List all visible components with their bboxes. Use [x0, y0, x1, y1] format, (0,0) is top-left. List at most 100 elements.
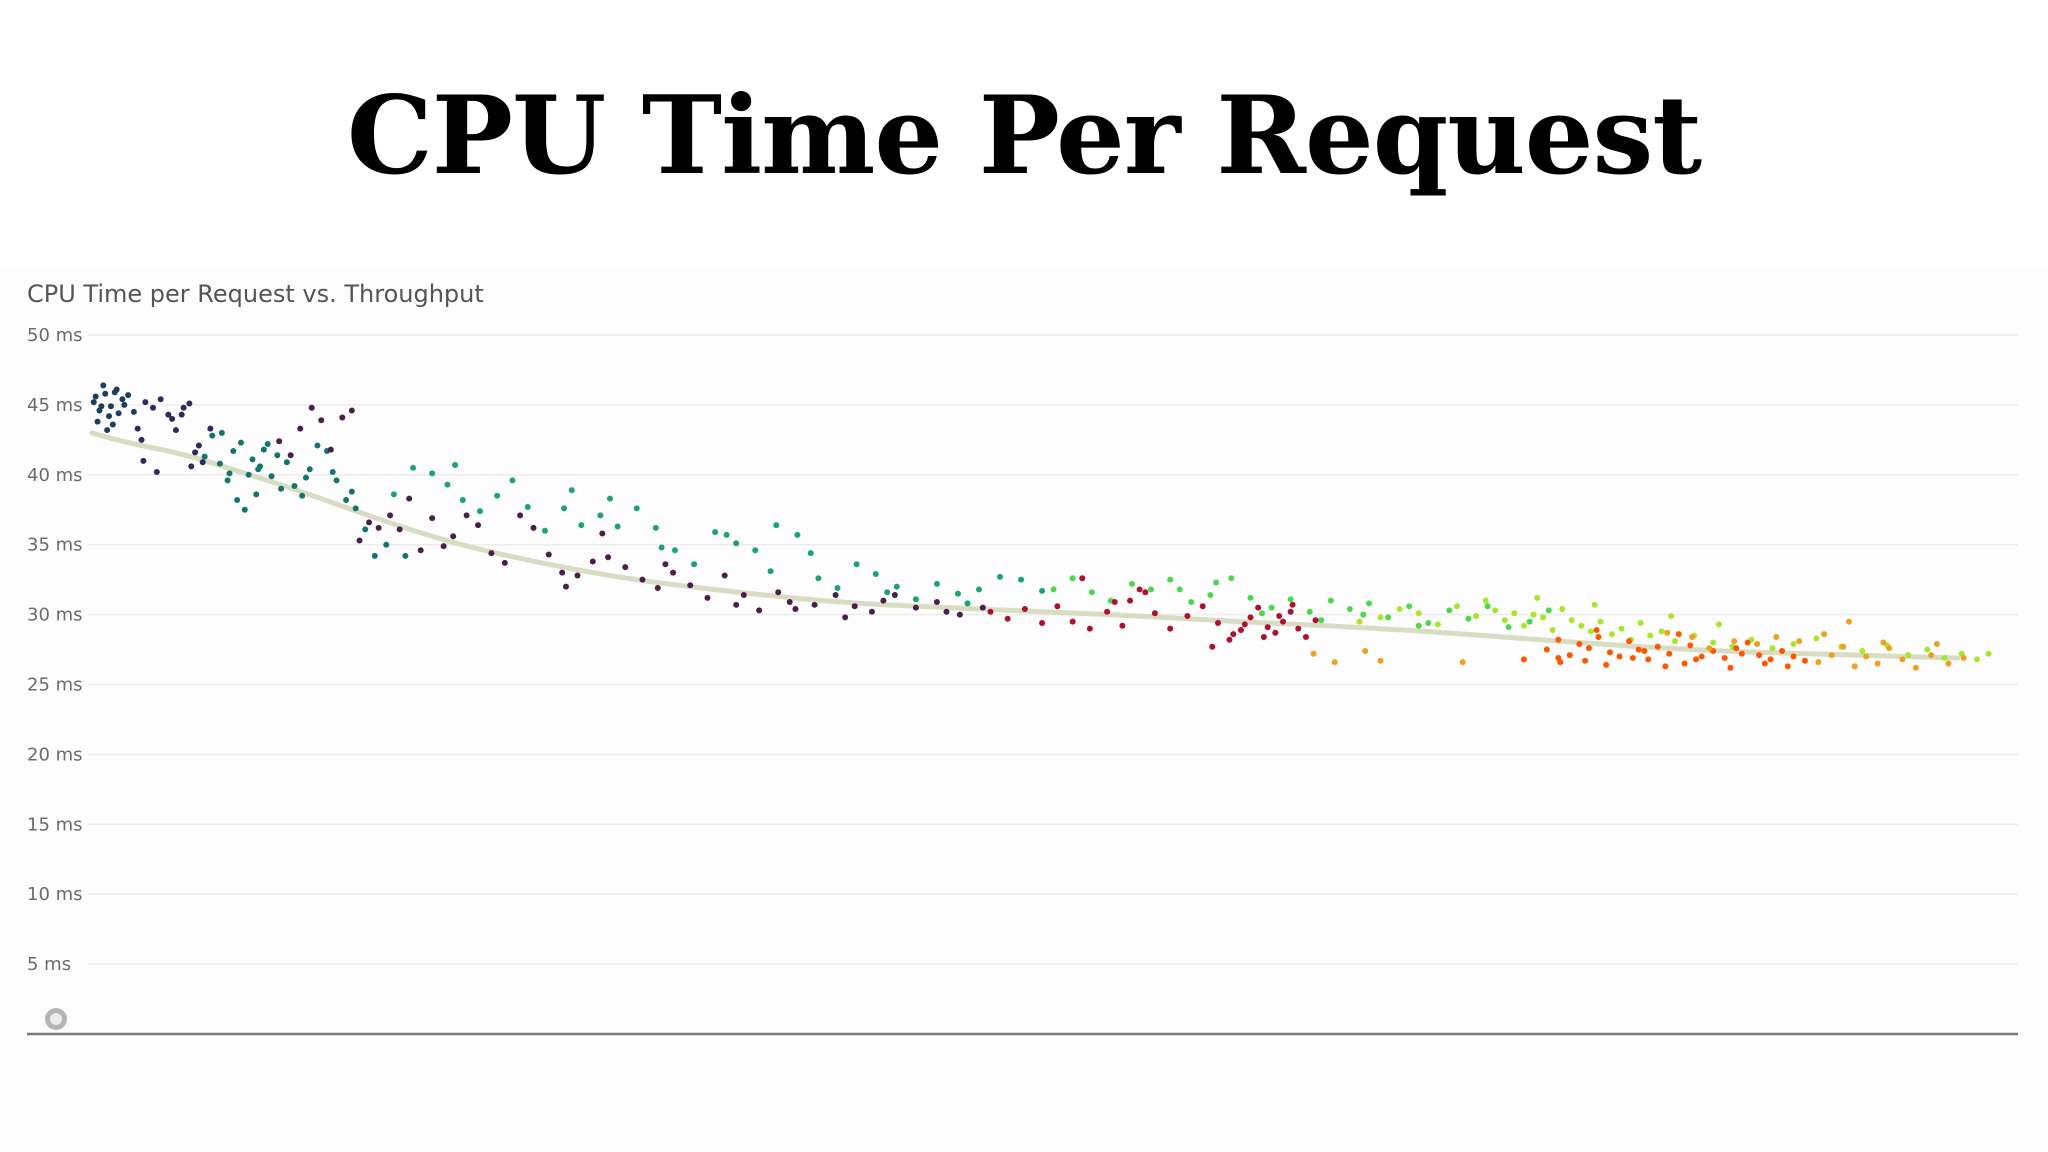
chart-title: CPU Time per Request vs. Throughput [27, 280, 484, 308]
data-points [90, 382, 1992, 671]
slide-title: CPU Time Per Request [346, 73, 1702, 199]
data-point [1346, 606, 1353, 613]
data-point [134, 425, 141, 432]
data-point [302, 474, 309, 481]
data-point [1754, 640, 1761, 647]
data-point [851, 603, 858, 610]
data-point [1593, 626, 1600, 633]
y-tick-label: 10 ms [27, 884, 83, 905]
data-point [654, 585, 661, 592]
data-point [545, 551, 552, 558]
data-point [1534, 594, 1541, 601]
data-point [1658, 628, 1665, 635]
data-point [463, 512, 470, 519]
data-point [1188, 599, 1195, 606]
data-point [102, 390, 109, 397]
data-point [1668, 612, 1675, 619]
trend-line-layer [89, 430, 1961, 661]
data-point [1773, 633, 1780, 640]
data-point [1377, 614, 1384, 621]
data-point [383, 541, 390, 548]
data-point [662, 561, 669, 568]
data-point [815, 575, 822, 582]
data-point [452, 462, 459, 469]
data-point [1666, 650, 1673, 657]
data-point [165, 411, 172, 418]
data-point [1306, 608, 1313, 615]
data-point [1597, 618, 1604, 625]
data-point [476, 508, 483, 515]
data-point [375, 524, 382, 531]
data-point [775, 589, 782, 596]
data-point [1385, 614, 1392, 621]
data-point [1924, 646, 1931, 653]
data-point [1815, 659, 1822, 666]
data-point [597, 512, 604, 519]
data-point [1578, 622, 1585, 629]
data-point [1845, 618, 1852, 625]
data-point [111, 389, 118, 396]
data-point [234, 496, 241, 503]
data-point [1241, 621, 1248, 628]
data-point [188, 463, 195, 470]
data-point [1167, 625, 1174, 632]
data-point [249, 456, 256, 463]
data-point [1331, 659, 1338, 666]
data-point [207, 425, 214, 432]
data-point [417, 547, 424, 554]
data-point [1840, 643, 1847, 650]
data-point [1287, 608, 1294, 615]
data-point [348, 407, 355, 414]
data-point [1302, 633, 1309, 640]
data-point [912, 604, 919, 611]
data-point [599, 530, 606, 537]
data-point [1756, 652, 1763, 659]
data-point [153, 469, 160, 476]
data-point [1520, 622, 1527, 629]
data-point [1272, 629, 1279, 636]
data-point [1851, 663, 1858, 670]
data-point [1618, 625, 1625, 632]
data-point [1142, 589, 1149, 596]
data-point [107, 403, 114, 410]
data-point [192, 449, 199, 456]
data-point [1662, 663, 1669, 670]
data-point [1434, 621, 1441, 628]
data-point [1912, 664, 1919, 671]
data-point [287, 452, 294, 459]
data-point [1268, 604, 1275, 611]
data-point [1689, 633, 1696, 640]
data-point [1136, 586, 1143, 593]
y-tick-label: 15 ms [27, 814, 83, 835]
data-point [216, 460, 223, 467]
data-point [733, 540, 740, 547]
data-point [1540, 614, 1547, 621]
data-point [1176, 586, 1183, 593]
data-point [671, 547, 678, 554]
data-point [297, 425, 304, 432]
data-point [371, 552, 378, 559]
data-point [429, 515, 436, 522]
data-point [1214, 619, 1221, 626]
data-point [1880, 639, 1887, 646]
data-point [1687, 642, 1694, 649]
data-point [987, 608, 994, 615]
data-point [1555, 654, 1562, 661]
y-tick-label: 40 ms [27, 465, 83, 486]
data-point [366, 519, 373, 526]
data-point [1356, 618, 1363, 625]
data-point [891, 592, 898, 599]
data-point [1127, 597, 1134, 604]
legend-toggle[interactable] [45, 1008, 67, 1030]
data-point [501, 559, 508, 566]
data-point [884, 589, 891, 596]
data-point [1899, 656, 1906, 663]
data-point [226, 470, 233, 477]
data-point [1767, 656, 1774, 663]
data-point [1706, 645, 1713, 652]
data-point [1821, 631, 1828, 638]
data-point [1111, 599, 1118, 606]
data-point [140, 457, 147, 464]
data-point [1530, 611, 1537, 618]
data-point [1492, 607, 1499, 614]
